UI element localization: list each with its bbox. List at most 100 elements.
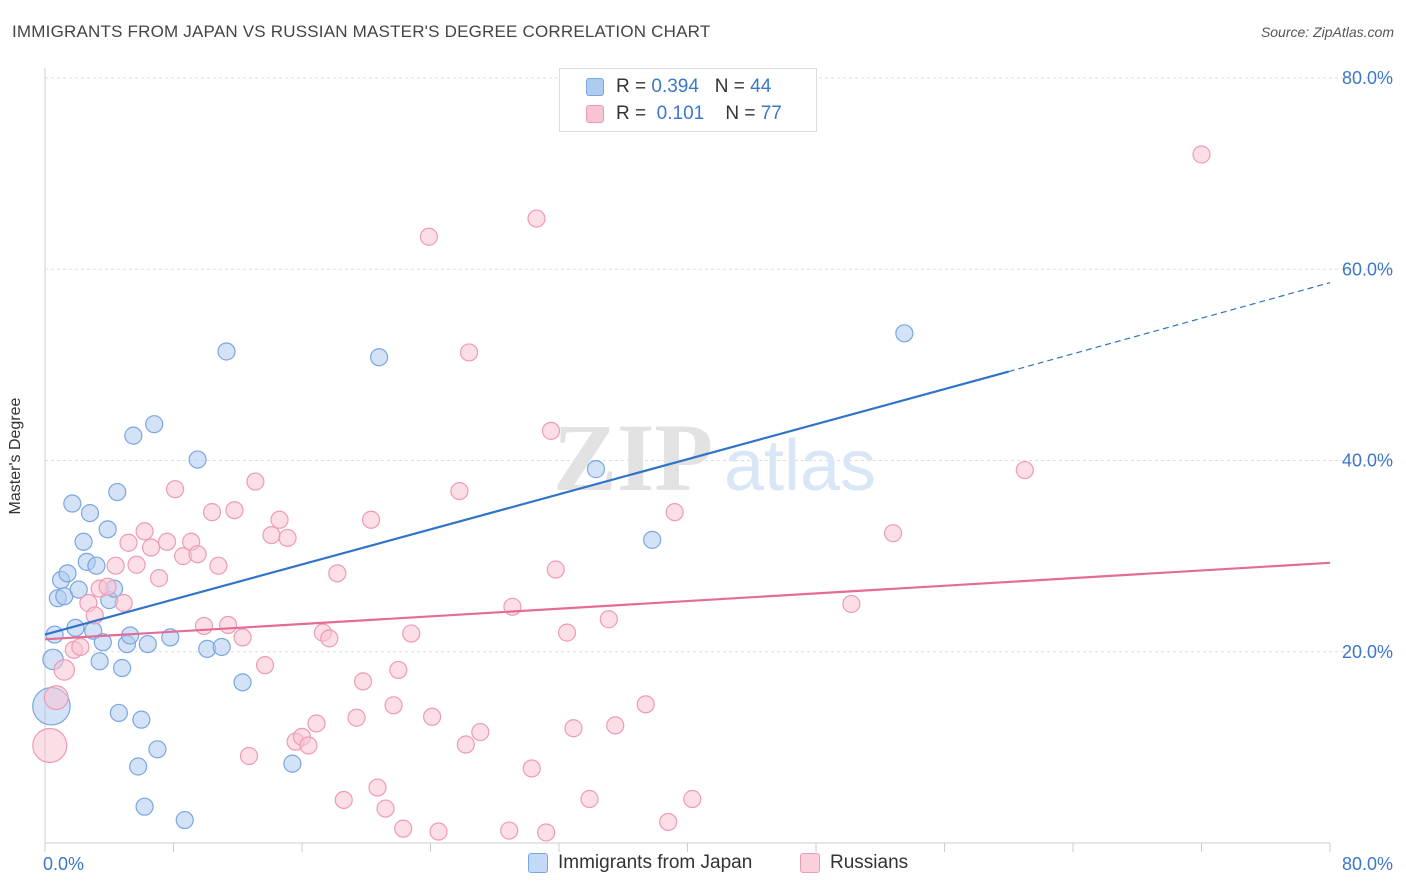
russian-point (270, 510, 289, 529)
russian-point (394, 819, 413, 838)
japan-point (90, 652, 109, 671)
japan-point (63, 494, 82, 513)
watermark-zip: ZIP (553, 404, 713, 511)
russian-point (419, 227, 438, 246)
russian-point (157, 532, 177, 551)
russian-point (1015, 460, 1034, 480)
russian-point (202, 503, 222, 522)
x-tick-label: 0.0% (43, 854, 84, 874)
tick-labels: 20.0% 40.0% 60.0% 80.0% 0.0% 80.0% (43, 68, 1393, 874)
legend-item-russians[interactable]: Russians (800, 852, 908, 874)
russian-point (106, 556, 125, 575)
russian-point (541, 421, 561, 440)
russian-legend-swatch (800, 853, 820, 873)
japan-trend-extension (1008, 282, 1331, 373)
japan-point (69, 580, 88, 599)
japan-point (283, 754, 302, 773)
russian-point (262, 525, 281, 545)
japan-point (643, 530, 662, 549)
japan-point (124, 426, 143, 445)
japan-point (138, 634, 157, 654)
japan-point (112, 658, 132, 678)
japan-point (895, 324, 914, 343)
legend-n-label: N = (714, 76, 745, 97)
russian-point (456, 735, 475, 754)
legend-row-russians: R = 0.101 N = 77 (586, 102, 782, 126)
y-tick-label: 40.0% (1342, 451, 1393, 471)
russian-point (278, 528, 297, 548)
russian-point (522, 759, 541, 778)
russian-point (1192, 145, 1211, 164)
russian-point (606, 716, 625, 735)
y-tick-label: 60.0% (1342, 259, 1393, 279)
russian-trend-line (44, 561, 1331, 641)
russian-point (471, 722, 490, 742)
russian-point (334, 790, 353, 810)
russian-point (389, 660, 408, 680)
legend-n-value: 44 (750, 76, 772, 97)
legend-n-label: N = (725, 103, 756, 124)
russian-point (114, 593, 133, 613)
watermark: ZIP atlas (553, 404, 876, 511)
russian-point (423, 707, 442, 726)
russian-point (842, 594, 861, 614)
japan-point (175, 810, 194, 830)
japan-point (132, 710, 151, 729)
russian-point (98, 577, 117, 596)
japan-swatch (586, 78, 604, 96)
japan-point (217, 342, 236, 361)
russian-point (225, 501, 244, 520)
russian-point (166, 480, 185, 499)
japan-point (109, 703, 128, 723)
russian-point (149, 569, 169, 588)
russian-point (43, 685, 69, 711)
russian-point (320, 629, 339, 648)
legend-r-value: 0.394 (651, 76, 699, 97)
japan-point (80, 503, 100, 523)
russian-point (233, 628, 252, 647)
russian-point (188, 545, 207, 564)
russian-point (347, 708, 366, 727)
japan-point (145, 415, 164, 434)
russian-point (557, 623, 577, 642)
russian-point (32, 727, 68, 764)
legend-item-japan[interactable]: Immigrants from Japan (528, 852, 752, 874)
legend-r-label: R = (616, 76, 647, 97)
russian-point (500, 821, 519, 840)
russian-point (459, 343, 479, 362)
correlation-legend: R = 0.394 N = 44 R = 0.101 N = 77 (559, 68, 817, 132)
legend-label-japan: Immigrants from Japan (558, 852, 753, 873)
y-tick-label: 80.0% (1342, 68, 1393, 88)
russian-point (546, 560, 565, 579)
russian-point (328, 564, 347, 583)
japan-point (98, 520, 117, 539)
japan-point (135, 797, 154, 816)
russian-point (527, 209, 546, 228)
legend-r-value: 0.101 (656, 103, 705, 124)
japan-point (586, 460, 606, 479)
russian-point (239, 746, 259, 766)
russian-point (127, 555, 146, 574)
russian-point (564, 719, 583, 738)
russian-point (683, 789, 702, 809)
japan-point (87, 556, 106, 575)
russian-point (599, 610, 618, 629)
russian-point (135, 522, 154, 541)
japan-point (148, 740, 167, 759)
russian-point (402, 624, 421, 643)
russian-point (119, 533, 138, 552)
russian-point (450, 482, 469, 501)
japan-point (58, 564, 77, 583)
russian-point (361, 510, 381, 529)
series-legend: Immigrants from Japan Russians (0, 852, 1406, 878)
legend-label-russians: Russians (830, 852, 909, 873)
japan-point (129, 757, 148, 776)
japan-point (108, 482, 127, 502)
russian-point (376, 799, 395, 818)
japan-point (370, 348, 389, 367)
chart-title: IMMIGRANTS FROM JAPAN VS RUSSIAN MASTER'… (12, 22, 711, 41)
russian-point (429, 822, 448, 841)
legend-r-label: R = (616, 103, 647, 124)
russian-point (194, 616, 214, 636)
